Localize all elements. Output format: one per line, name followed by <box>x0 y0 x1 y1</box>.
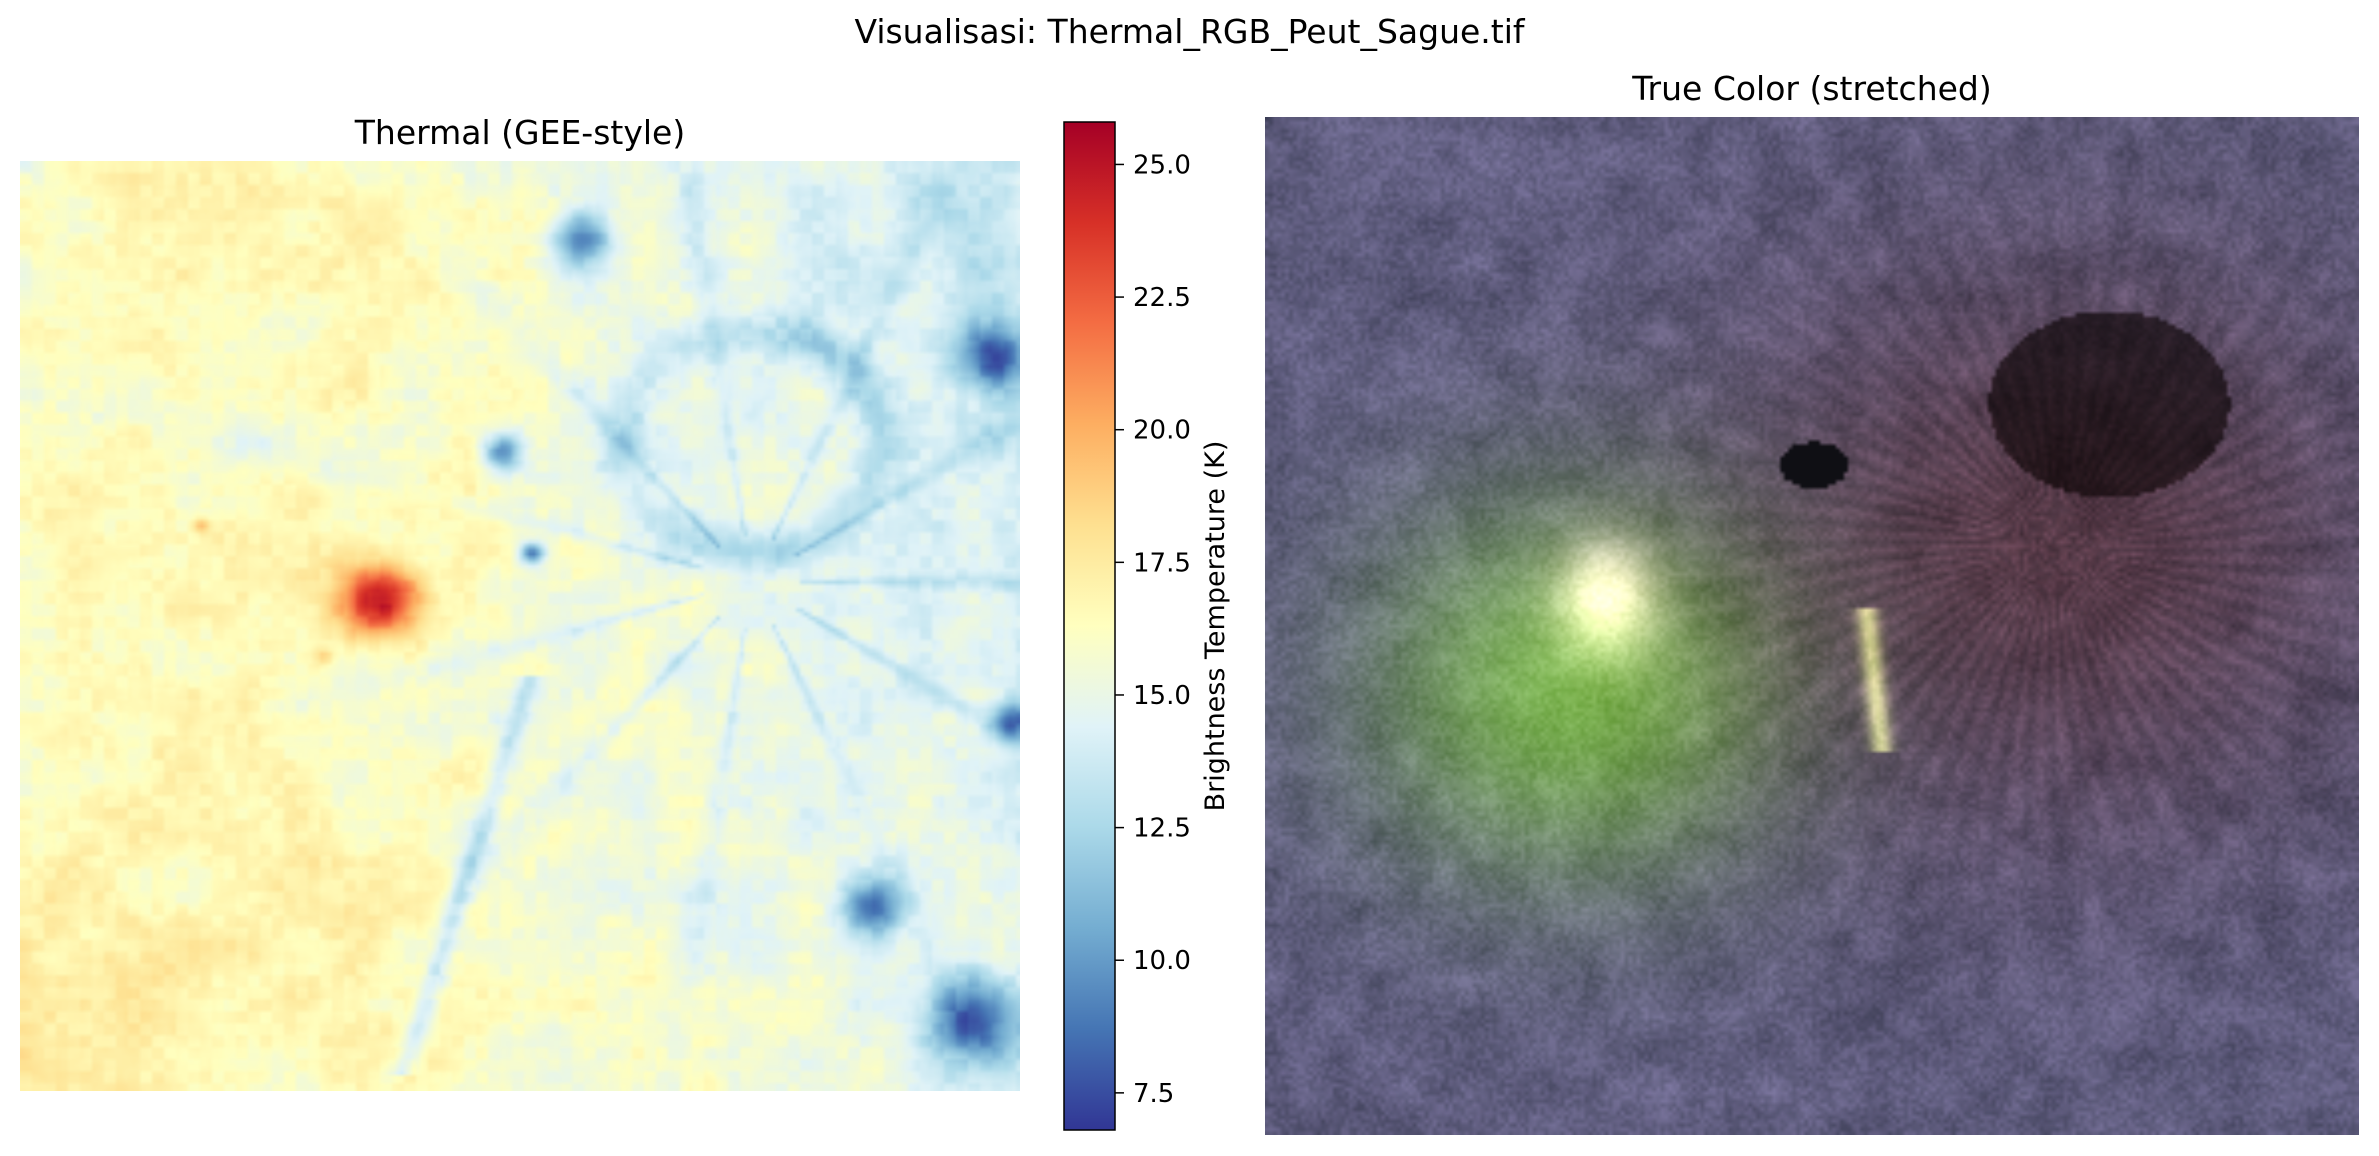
colorbar: 7.5 10.0 12.5 15.0 17.5 20.0 22.5 25.0 Brightne… <box>1063 121 1231 1131</box>
colorbar-tick-label: 25.0 <box>1133 150 1191 180</box>
colorbar-label: Brightness Temperature (K) <box>1200 441 1231 812</box>
colorbar-tick-label: 7.5 <box>1133 1079 1174 1109</box>
colorbar-tick-label: 15.0 <box>1133 681 1191 711</box>
colorbar-tick-label: 22.5 <box>1133 283 1191 313</box>
colorbar-gradient <box>1063 121 1116 1131</box>
colorbar-tick-label: 17.5 <box>1133 548 1191 578</box>
thermal-panel-title: Thermal (GEE-style) <box>354 113 686 152</box>
truecolor-panel-title: True Color (stretched) <box>1632 69 1992 108</box>
colorbar-ticks: 7.5 10.0 12.5 15.0 17.5 20.0 22.5 25.0 <box>1115 150 1191 1109</box>
figure-title: Visualisasi: Thermal_RGB_Peut_Sague.tif <box>854 12 1525 51</box>
colorbar-tick-label: 10.0 <box>1133 946 1191 976</box>
colorbar-tick-label: 20.0 <box>1133 416 1191 446</box>
colorbar-tick-label: 12.5 <box>1133 814 1191 844</box>
thermal-heatmap-image <box>20 161 1020 1091</box>
true-color-image <box>1265 117 2359 1135</box>
